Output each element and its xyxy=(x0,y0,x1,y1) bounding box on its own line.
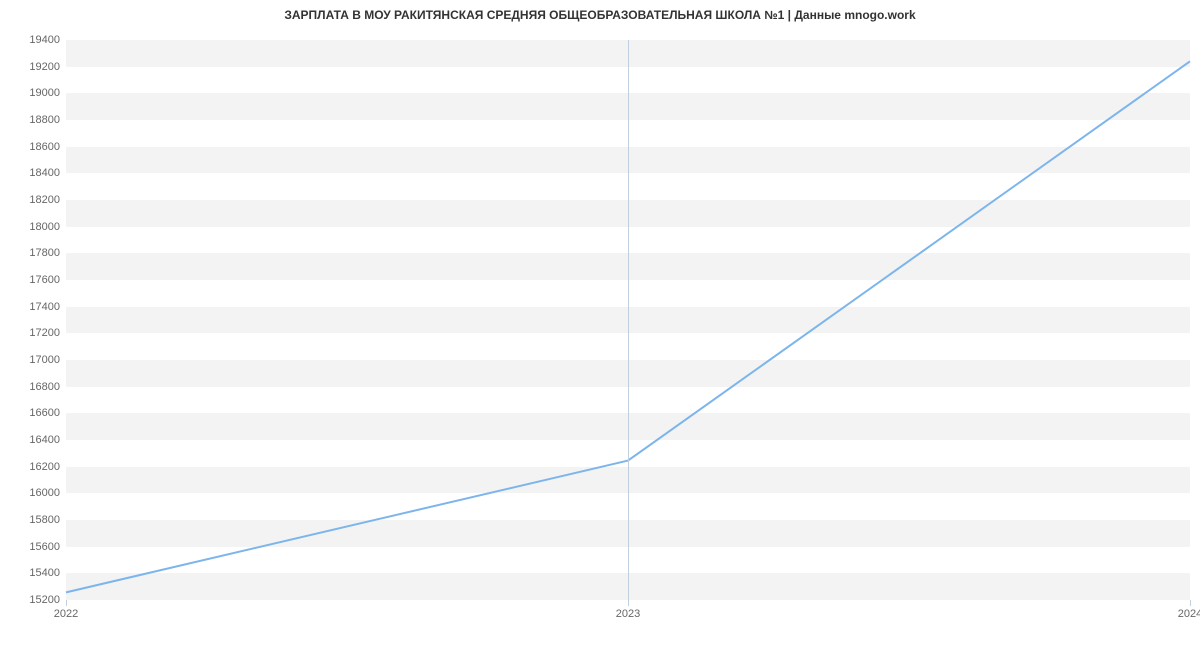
y-tick-label: 19000 xyxy=(29,87,60,99)
y-tick-label: 19400 xyxy=(29,34,60,46)
y-tick-label: 16600 xyxy=(29,407,60,419)
chart-title: ЗАРПЛАТА В МОУ РАКИТЯНСКАЯ СРЕДНЯЯ ОБЩЕО… xyxy=(0,8,1200,22)
y-tick-label: 17400 xyxy=(29,301,60,313)
y-tick-label: 15200 xyxy=(29,594,60,606)
y-tick-label: 15400 xyxy=(29,567,60,579)
x-tick-label: 2023 xyxy=(616,608,640,620)
y-tick-label: 19200 xyxy=(29,61,60,73)
x-tick-label: 2024 xyxy=(1178,608,1200,620)
x-tick-mark xyxy=(1190,600,1191,606)
y-tick-label: 16800 xyxy=(29,381,60,393)
y-tick-label: 17800 xyxy=(29,247,60,259)
y-tick-label: 18800 xyxy=(29,114,60,126)
y-tick-label: 18600 xyxy=(29,141,60,153)
y-tick-label: 18400 xyxy=(29,167,60,179)
y-tick-label: 17600 xyxy=(29,274,60,286)
y-tick-label: 18000 xyxy=(29,221,60,233)
y-tick-label: 17200 xyxy=(29,327,60,339)
y-tick-label: 17000 xyxy=(29,354,60,366)
x-tick-label: 2022 xyxy=(54,608,78,620)
y-tick-label: 16400 xyxy=(29,434,60,446)
y-tick-label: 18200 xyxy=(29,194,60,206)
x-tick-mark xyxy=(628,40,629,606)
x-tick-mark xyxy=(66,600,67,606)
y-tick-label: 16200 xyxy=(29,461,60,473)
y-tick-label: 16000 xyxy=(29,487,60,499)
y-tick-label: 15600 xyxy=(29,541,60,553)
y-tick-label: 15800 xyxy=(29,514,60,526)
